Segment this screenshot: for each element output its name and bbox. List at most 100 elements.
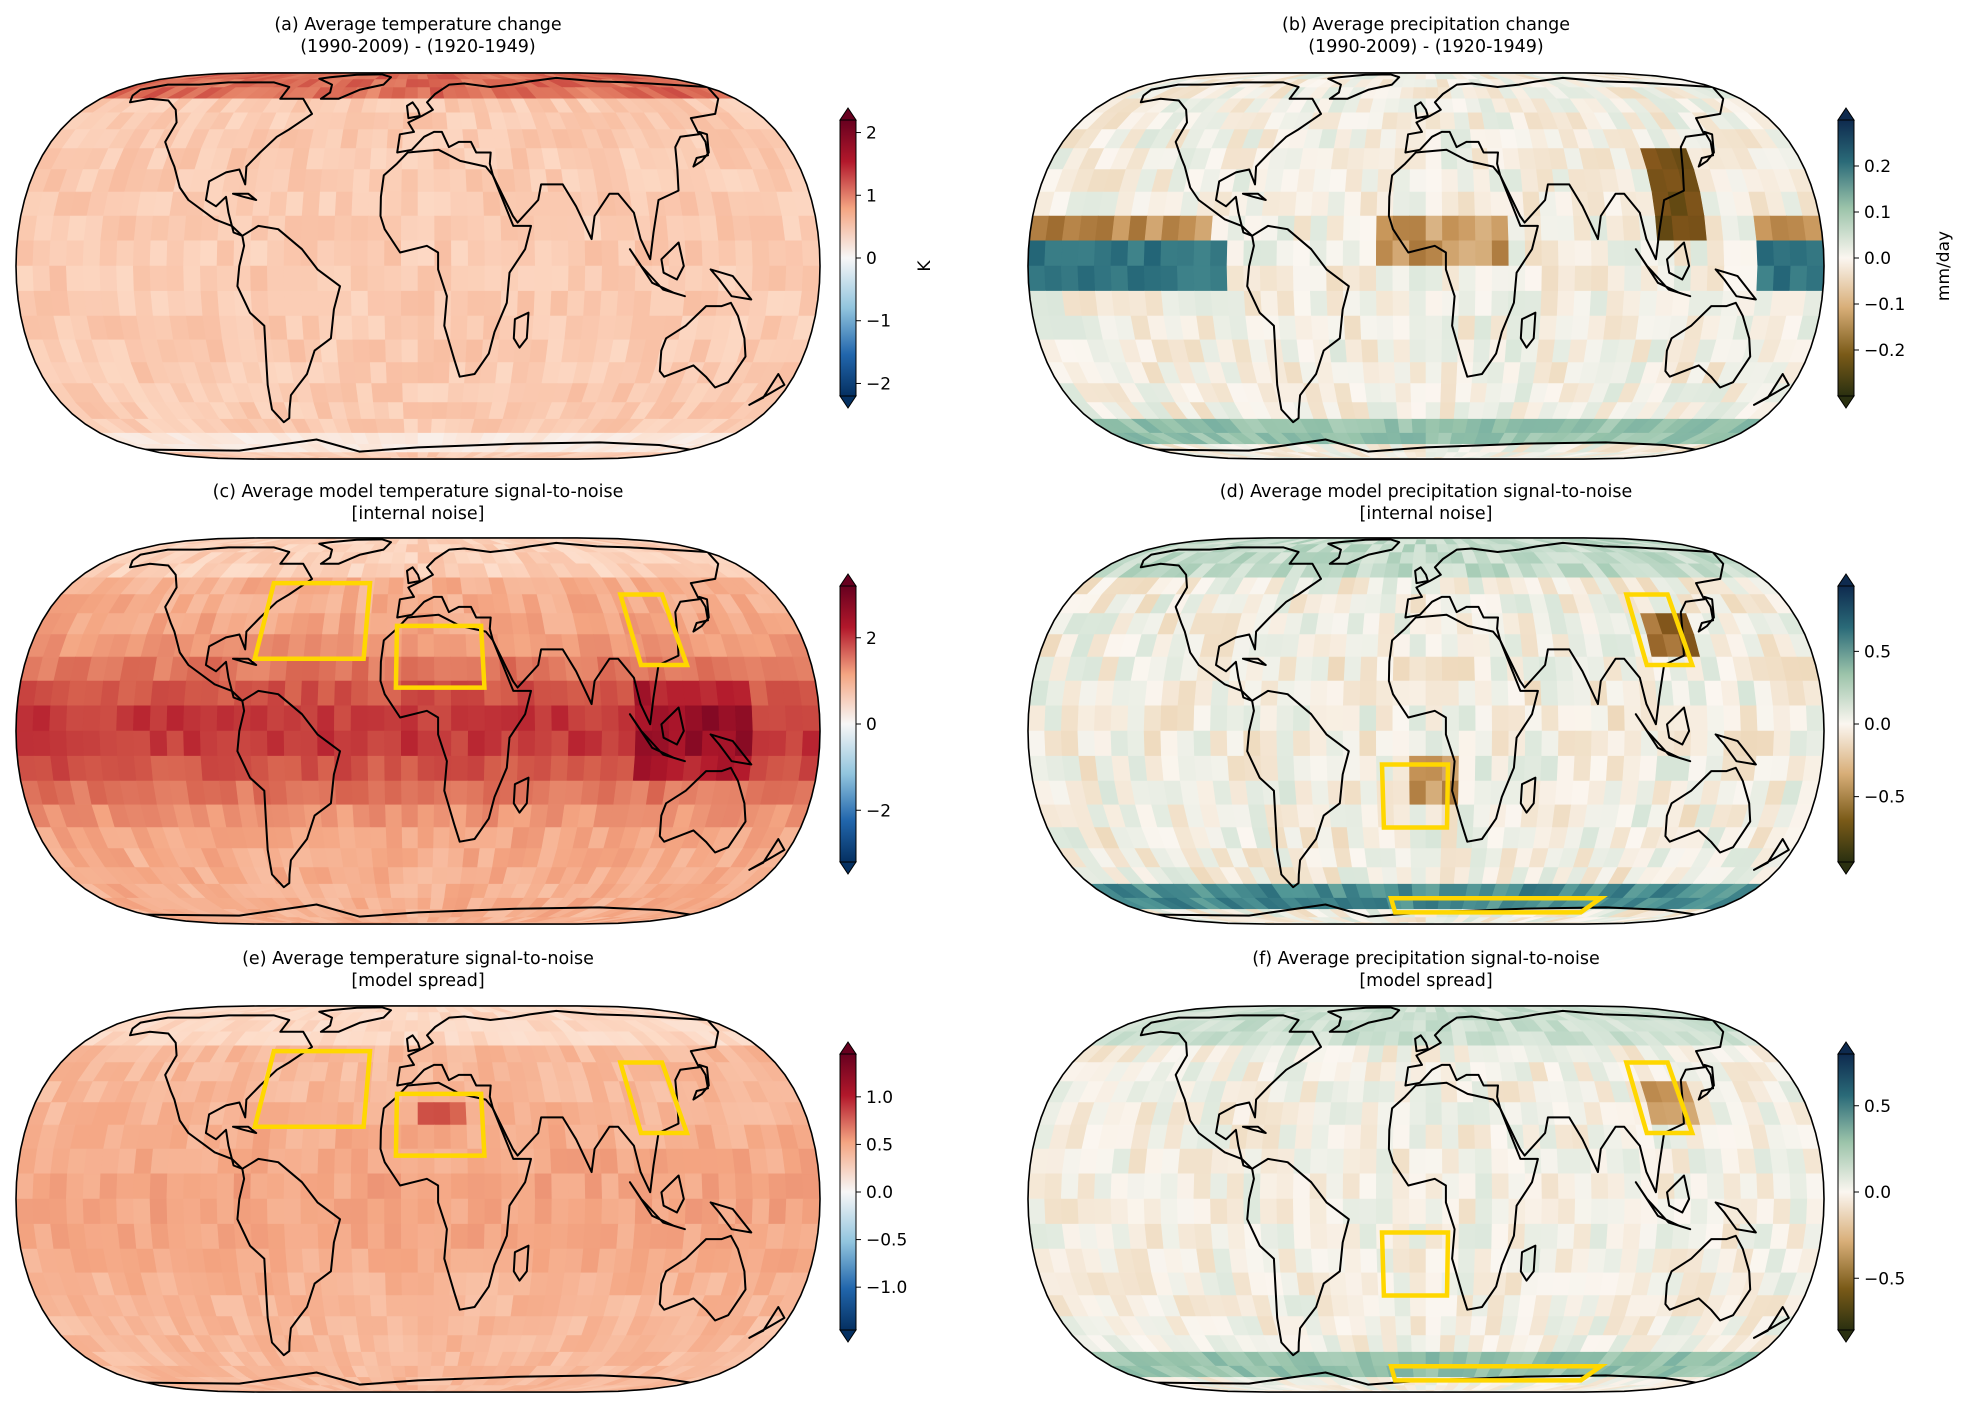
- coastline: [709, 1201, 753, 1234]
- colorbar-extend-top: [1837, 1041, 1855, 1055]
- region-box: [1388, 895, 1608, 915]
- coastline: [379, 613, 532, 843]
- coastline: [1327, 1006, 1401, 1033]
- colorbar-extend-top: [1837, 107, 1855, 121]
- panel-a-title-line1: (a) Average temperature change: [274, 15, 561, 35]
- coastline: [628, 248, 686, 298]
- colorbar-tick-label: 0.0: [1864, 715, 1891, 735]
- coastline: [379, 148, 532, 378]
- colorbar-tick-label: −1.0: [866, 1278, 907, 1298]
- map-a: [15, 72, 821, 460]
- coastline: [1139, 81, 1322, 237]
- map-2-outline: [15, 537, 821, 925]
- panel-d-title-line1: (d) Average model precipitation signal-t…: [1220, 482, 1632, 502]
- colorbar-gradient: [1837, 119, 1855, 397]
- coastline: [406, 566, 421, 585]
- region-box: [1379, 1230, 1451, 1298]
- coastline: [1387, 613, 1539, 843]
- coastline: [512, 311, 530, 349]
- coastline: [1664, 1234, 1752, 1322]
- coastline: [1634, 248, 1692, 298]
- map-d: [1027, 537, 1825, 925]
- panel-e-title-line1: (e) Average temperature signal-to-noise: [242, 949, 594, 969]
- region-box: [1623, 592, 1696, 668]
- coastline: [1634, 1181, 1692, 1231]
- coastline: [1753, 373, 1790, 406]
- coastline: [1139, 546, 1322, 702]
- coastline: [318, 538, 392, 565]
- coastline: [692, 1063, 710, 1101]
- colorbar-e: 1.0 0.5 0.0 −0.5 −1.0: [839, 1041, 907, 1343]
- coastline: [660, 1174, 685, 1214]
- coastline: [145, 1371, 691, 1386]
- map-e: [15, 1005, 821, 1393]
- panel-c: (c) Average model temperature signal-to-…: [15, 482, 891, 925]
- coastline: [1246, 1157, 1350, 1357]
- coastline: [748, 838, 786, 871]
- colorbar-a: 2 1 0 −1 −2: [839, 107, 891, 409]
- colorbar-b: 0.2 0.1 0.0 −0.1 −0.2: [1837, 107, 1905, 409]
- coastline: [1519, 311, 1537, 349]
- colorbar-tick-label: −0.5: [1864, 1269, 1905, 1289]
- coastline: [512, 1244, 530, 1282]
- coastline: [709, 268, 753, 301]
- coastline: [748, 373, 786, 406]
- colorbar-b-label: mm/day: [1934, 231, 1954, 301]
- coastline: [1246, 689, 1350, 889]
- map-5-cells: [1028, 1005, 1824, 1393]
- map-1-coastlines: [1139, 73, 1790, 453]
- coastline: [1519, 1244, 1537, 1282]
- coastline: [658, 301, 747, 389]
- coastline: [692, 595, 710, 633]
- colorbar-extend-bottom: [839, 861, 857, 875]
- panel-a: (a) Average temperature change (1990-200…: [15, 15, 935, 460]
- colorbar-tick-label: 0.2: [1864, 157, 1891, 177]
- panel-e: (e) Average temperature signal-to-noise …: [15, 949, 907, 1393]
- coastline: [1753, 1306, 1790, 1339]
- coastline: [1241, 1125, 1267, 1134]
- coastline: [396, 76, 720, 261]
- coastline: [660, 706, 685, 746]
- panel-f: (f) Average precipitation signal-to-nois…: [1027, 949, 1905, 1393]
- coastline: [658, 1234, 747, 1322]
- coastline: [232, 1125, 258, 1134]
- coastline: [1664, 766, 1752, 854]
- map-f: [1027, 1005, 1825, 1393]
- map-0-cells: [16, 72, 820, 460]
- coastline: [1155, 438, 1697, 453]
- colorbar-extend-bottom: [1837, 861, 1855, 875]
- colorbar-tick-label: 0.0: [1864, 1183, 1891, 1203]
- colorbar-extend-top: [839, 573, 857, 587]
- coastline: [628, 1181, 686, 1231]
- coastline: [145, 438, 691, 453]
- panel-b: (b) Average precipitation change (1990-2…: [1027, 15, 1954, 460]
- colorbar-extend-top: [1837, 573, 1855, 587]
- map-3-outline: [1027, 537, 1825, 925]
- coastline: [145, 903, 691, 918]
- coastline: [318, 1006, 392, 1033]
- map-0-outline: [15, 72, 821, 460]
- colorbar-tick-label: 0.5: [866, 1135, 893, 1155]
- coastline: [1404, 76, 1725, 261]
- coastline: [709, 733, 753, 766]
- coastline: [1387, 1081, 1539, 1311]
- panel-e-title-line2: [model spread]: [351, 971, 484, 991]
- region-box: [1379, 762, 1451, 830]
- coastline: [1414, 101, 1429, 120]
- region-box: [1388, 1363, 1608, 1383]
- coastline: [1327, 538, 1401, 565]
- coastline: [1327, 73, 1401, 100]
- coastline: [129, 546, 313, 702]
- coastline: [1387, 148, 1539, 378]
- colorbar-tick-label: 2: [866, 124, 877, 144]
- coastline: [318, 73, 392, 100]
- colorbar-extend-bottom: [839, 395, 857, 409]
- coastline: [1753, 838, 1790, 871]
- coastline: [406, 1034, 421, 1053]
- panel-f-title-line1: (f) Average precipitation signal-to-nois…: [1252, 949, 1599, 969]
- coastline: [129, 1014, 313, 1170]
- colorbar-extend-bottom: [1837, 1329, 1855, 1343]
- coastline: [1246, 224, 1350, 424]
- coastline: [1241, 192, 1267, 201]
